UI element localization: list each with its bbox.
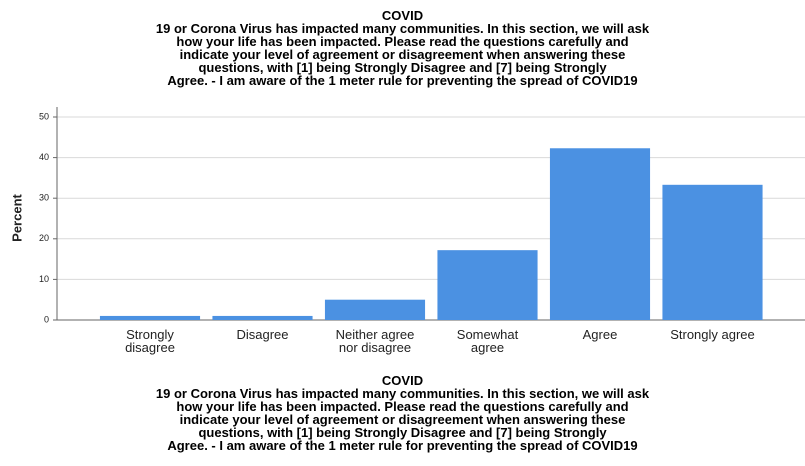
x-tick-label: Strongly agree [670, 327, 755, 342]
bar [437, 250, 538, 320]
bar [324, 299, 426, 320]
chart-title: COVID 19 or Corona Virus has impacted ma… [155, 8, 650, 88]
y-axis-label: Percent [9, 193, 24, 241]
y-tick-label: 30 [39, 193, 49, 203]
x-tick-label: Neither agree nor disagree [335, 327, 415, 355]
y-tick-label: 10 [39, 274, 49, 284]
x-tick-label: Disagree [236, 327, 289, 342]
x-tick-label: Strongly disagree [125, 327, 175, 355]
x-tick-label: Somewhat agree [456, 327, 519, 355]
bar [549, 148, 651, 320]
x-axis-label: COVID 19 or Corona Virus has impacted ma… [155, 373, 650, 453]
y-tick-label: 40 [39, 152, 49, 162]
bar [99, 315, 201, 320]
bar [212, 315, 313, 320]
y-tick-label: 0 [44, 314, 49, 324]
x-tick-label: Agree [582, 327, 618, 342]
bar [662, 184, 763, 320]
y-tick-label: 50 [39, 111, 49, 121]
y-tick-label: 20 [39, 233, 49, 243]
